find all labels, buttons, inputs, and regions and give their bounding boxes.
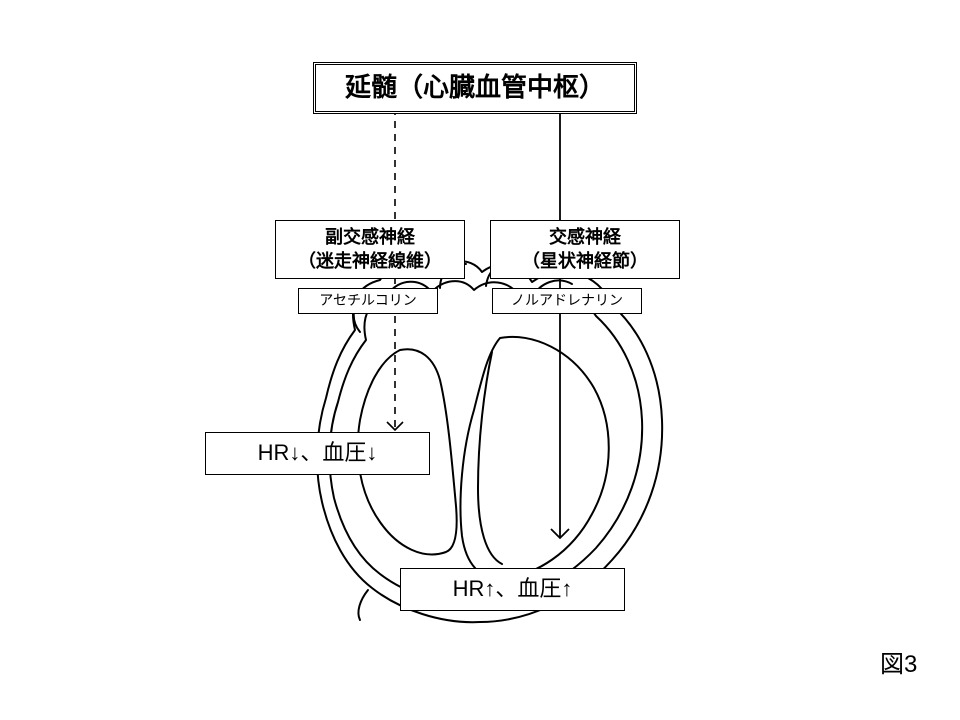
diagram-canvas: 延髄（心臓血管中枢） 副交感神経 （迷走神経線維） 交感神経 （星状神経節） ア… [0,0,960,720]
hr-down-bp-down-box: HR↓、血圧↓ [205,432,430,475]
noradrenaline-box: ノルアドレナリン [492,288,642,314]
sympathetic-line2: （星状神経節） [522,251,648,271]
hr-up-bp-up-label: HR↑、血圧↑ [453,576,573,601]
medulla-label: 延髄（心臓血管中枢） [345,72,605,102]
figure-label-text: 図3 [880,651,917,678]
sympathetic-line1: 交感神経 [549,227,621,247]
parasympathetic-box: 副交感神経 （迷走神経線維） [275,220,465,279]
parasympathetic-line1: 副交感神経 [325,227,415,247]
parasympathetic-line2: （迷走神経線維） [298,251,442,271]
acetylcholine-box: アセチルコリン [298,288,438,314]
sympathetic-box: 交感神経 （星状神経節） [490,220,680,279]
acetylcholine-label: アセチルコリン [319,292,416,308]
medulla-box: 延髄（心臓血管中枢） [313,62,637,114]
figure-label: 図3 [880,644,917,679]
hr-up-bp-up-box: HR↑、血圧↑ [400,568,625,611]
noradrenaline-label: ノルアドレナリン [511,292,623,308]
arrow-sympathetic [551,108,569,538]
hr-down-bp-down-label: HR↓、血圧↓ [258,440,378,465]
